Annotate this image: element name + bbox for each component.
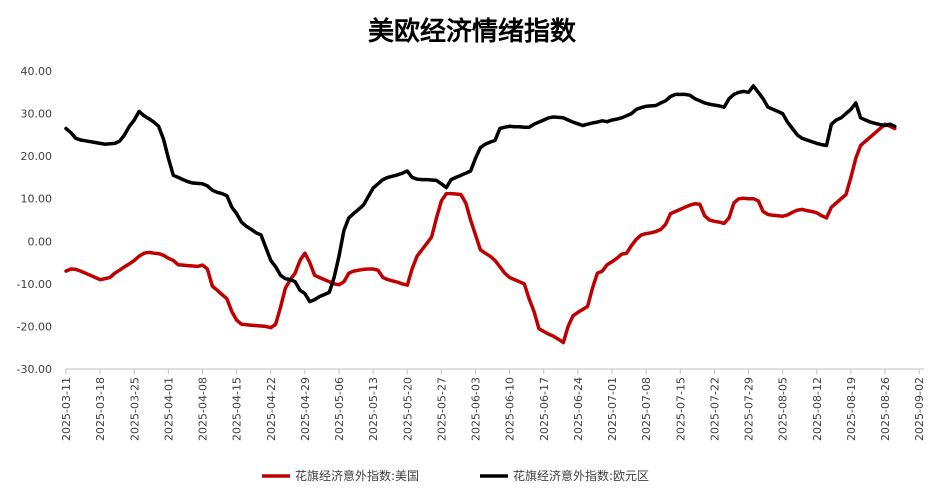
x-tick-label: 2025-07-01	[606, 377, 619, 441]
x-tick-label: 2025-08-05	[777, 377, 790, 441]
chart-title: 美欧经济情绪指数	[368, 16, 577, 47]
x-tick-label: 2025-03-18	[94, 377, 107, 441]
legend: 花旗经济意外指数:美国 花旗经济意外指数:欧元区	[262, 468, 649, 483]
legend-label: 花旗经济意外指数:欧元区	[513, 468, 649, 483]
x-axis: 2025-03-11 2025-03-18 2025-03-25 2025-04-01…	[60, 368, 926, 441]
y-tick-label: -10.00	[17, 278, 52, 291]
y-tick-label: 30.00	[21, 108, 53, 121]
x-tick-label: 2025-05-13	[367, 377, 380, 441]
series-line-2	[64, 84, 897, 304]
x-tick-label: 2025-08-19	[845, 377, 858, 441]
x-tick-label: 2025-08-12	[811, 377, 824, 441]
y-tick-label: -20.00	[17, 320, 52, 333]
x-tick-label: 2025-05-20	[401, 377, 414, 441]
y-tick-label: 0.00	[28, 235, 53, 248]
x-tick-label: 2025-09-02	[913, 377, 926, 441]
x-tick-label: 2025-06-10	[504, 377, 517, 441]
x-tick-label: 2025-05-27	[435, 377, 448, 441]
x-tick-label: 2025-04-22	[265, 377, 278, 441]
x-tick-label: 2025-04-15	[231, 377, 244, 441]
y-axis: 40.00 30.00 20.00 10.00 0.00 -10.00 -20.00 -30.…	[17, 65, 52, 376]
x-tick-label: 2025-07-22	[708, 377, 721, 441]
y-tick-label: 20.00	[21, 150, 53, 163]
legend-label: 花旗经济意外指数:美国	[295, 468, 419, 483]
x-tick-label: 2025-07-08	[640, 377, 653, 441]
x-tick-label: 2025-06-24	[572, 377, 585, 441]
x-tick-label: 2025-03-11	[60, 377, 73, 441]
x-tick-label: 2025-05-06	[333, 377, 346, 441]
x-tick-label: 2025-08-26	[879, 377, 892, 441]
x-tick-label: 2025-06-17	[538, 377, 551, 441]
x-tick-label: 2025-07-15	[674, 377, 687, 441]
x-tick-label: 2025-04-08	[197, 377, 210, 441]
x-tick-label: 2025-06-03	[470, 377, 483, 441]
y-tick-label: 40.00	[21, 65, 53, 78]
x-tick-label: 2025-04-29	[299, 377, 312, 441]
series-layer	[64, 84, 897, 345]
x-tick-label: 2025-03-25	[128, 377, 141, 441]
series-line-1	[64, 122, 897, 345]
y-tick-label: -30.00	[17, 363, 52, 376]
x-tick-label: 2025-07-29	[743, 377, 756, 441]
x-tick-label: 2025-04-01	[162, 377, 175, 441]
y-tick-label: 10.00	[21, 193, 53, 206]
